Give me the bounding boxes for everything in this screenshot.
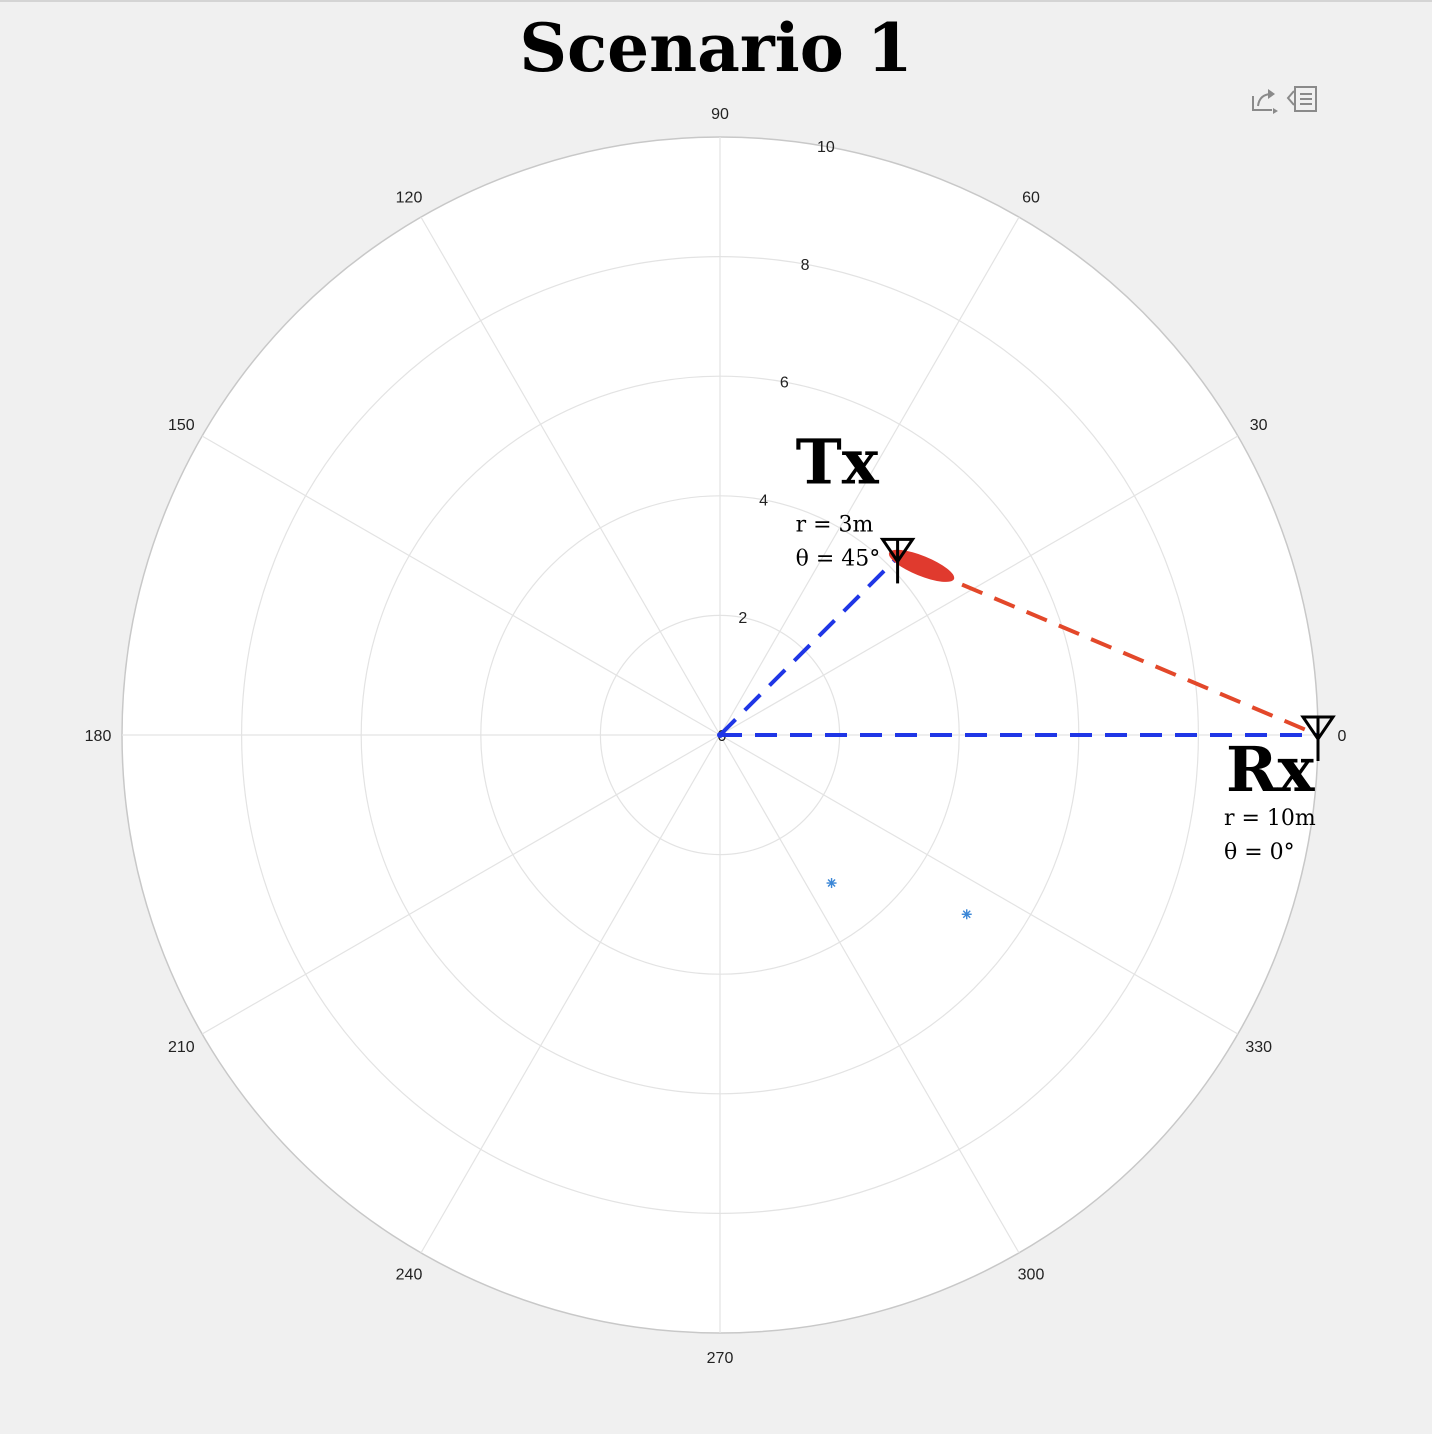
- los-path-line: [718, 555, 900, 737]
- theta-grid-line: [719, 734, 1020, 1254]
- r-tick-label: 4: [759, 492, 768, 509]
- theta-tick-label: 300: [1018, 1267, 1045, 1284]
- node-label: Rx: [1226, 733, 1316, 806]
- node-label: Tx: [796, 425, 880, 498]
- theta-tick-label: 0: [1338, 728, 1347, 745]
- window-top-border: [0, 0, 1432, 2]
- theta-tick-label: 150: [168, 417, 195, 434]
- node-radius-text: r = 3m: [796, 512, 874, 537]
- theta-grid-line: [719, 216, 1020, 736]
- scatter-point-stroke: [827, 879, 836, 888]
- theta-tick-label: 180: [85, 728, 112, 745]
- r-tick-label: 2: [738, 610, 747, 627]
- reflector-surface: [888, 549, 955, 582]
- theta-tick-label: 210: [168, 1039, 195, 1056]
- theta-tick-label: 60: [1022, 189, 1040, 206]
- scatter-point: [826, 878, 837, 889]
- r-tick-label: 10: [817, 139, 835, 156]
- theta-tick-label: 30: [1250, 417, 1268, 434]
- theta-tick-label: 330: [1245, 1039, 1272, 1056]
- antenna-icon: [879, 537, 916, 584]
- r-tick-label: 8: [801, 257, 810, 274]
- reflected-path-line: [896, 555, 1319, 737]
- theta-tick-label: 120: [396, 189, 423, 206]
- r-tick-label: 6: [780, 375, 789, 392]
- antenna-icon: [1300, 715, 1336, 761]
- plot-title: Scenario 1: [519, 9, 913, 87]
- theta-tick-label: 240: [396, 1267, 423, 1284]
- origin-point: [717, 732, 723, 738]
- node-radius-text: r = 10m: [1224, 806, 1316, 831]
- theta-grid-line: [420, 734, 721, 1254]
- theta-tick-label: 270: [707, 1350, 734, 1367]
- node-angle-text: θ = 45°: [796, 546, 881, 571]
- axes-toolbar: [1248, 82, 1322, 116]
- theta-grid-line: [719, 435, 1239, 736]
- antenna-head: [879, 537, 916, 565]
- node-angle-text: θ = 0°: [1224, 840, 1295, 865]
- theta-tick-label: 90: [711, 106, 729, 123]
- theta-grid-line: [201, 734, 721, 1035]
- antenna-head: [1300, 715, 1336, 742]
- legend-icon[interactable]: [1286, 82, 1320, 116]
- export-icon[interactable]: [1248, 82, 1282, 116]
- scatter-point-stroke: [962, 910, 971, 919]
- theta-grid-line: [719, 734, 1239, 1035]
- theta-grid-line: [420, 216, 721, 736]
- theta-grid-line: [201, 435, 721, 736]
- scatter-point: [961, 909, 972, 920]
